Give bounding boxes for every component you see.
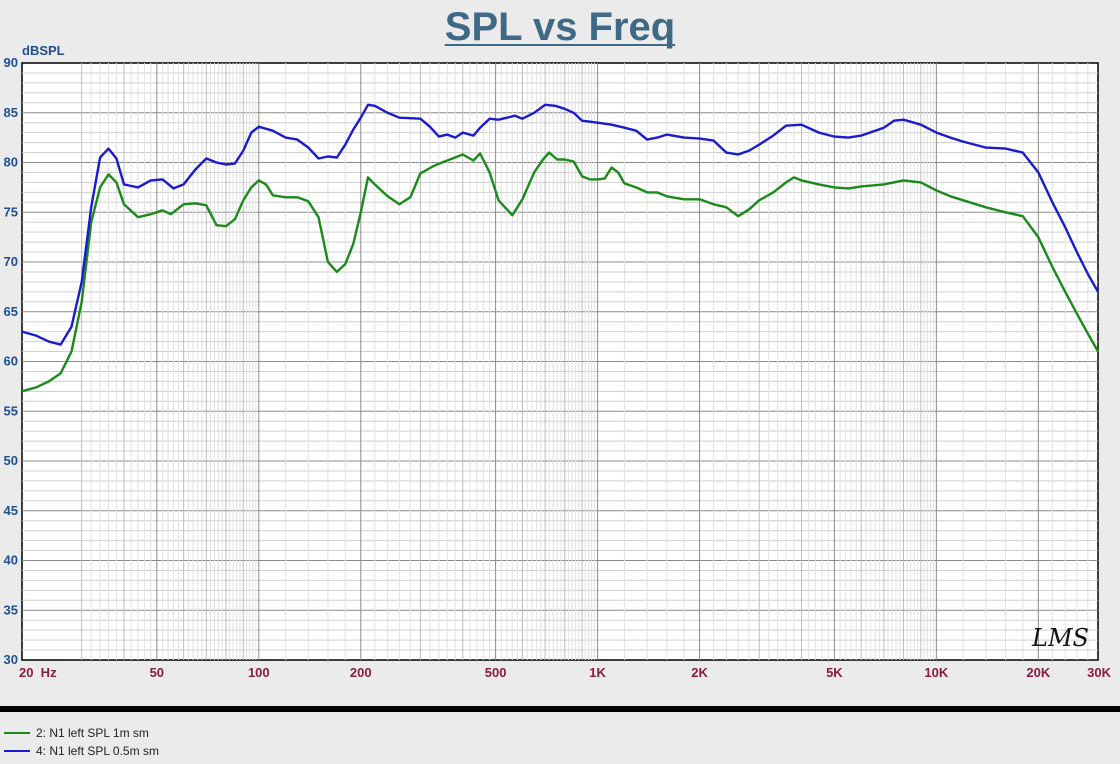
y-tick-label: 65 (4, 304, 18, 319)
x-tick-label: 5K (826, 665, 843, 680)
y-tick-label: 45 (4, 503, 18, 518)
y-tick-label: 55 (4, 403, 18, 418)
x-tick-label: 30K (1087, 665, 1111, 680)
x-tick-label: 20K (1026, 665, 1050, 680)
legend-label-series-1: 2: N1 left SPL 1m sm (36, 726, 149, 740)
series-line-2 (21, 103, 1100, 346)
legend-swatch-series-2 (4, 750, 30, 752)
series-line-1 (21, 151, 1100, 393)
y-tick-label: 70 (4, 254, 18, 269)
x-tick-label: 1K (589, 665, 606, 680)
y-tick-label: 50 (4, 453, 18, 468)
y-tick-label: 30 (4, 652, 18, 667)
chart: SPL vs Freq dBSPL 90 85 80 75 70 65 60 55 50 45 40… (0, 5, 1120, 712)
x-tick-label: 20 Hz (19, 665, 57, 680)
x-tick-label: 10K (924, 665, 948, 680)
x-tick-label: 50 (150, 665, 164, 680)
y-tick-label: 40 (4, 553, 18, 568)
y-tick-label: 35 (4, 602, 18, 617)
legend-item-series-2: 4: N1 left SPL 0.5m sm (4, 742, 159, 760)
legend: 2: N1 left SPL 1m sm 4: N1 left SPL 0.5m… (0, 724, 1120, 764)
x-tick-label: 200 (350, 665, 372, 680)
grid (22, 63, 1098, 660)
legend-label-series-2: 4: N1 left SPL 0.5m sm (36, 744, 159, 758)
y-tick-label: 60 (4, 354, 18, 369)
y-tick-label: 85 (4, 105, 18, 120)
lms-watermark: LMS (1031, 624, 1089, 652)
y-axis-label: dBSPL (22, 43, 65, 58)
chart-title: SPL vs Freq (445, 5, 675, 49)
y-tick-label: 75 (4, 204, 18, 219)
y-tick-label: 80 (4, 155, 18, 170)
series-lines (21, 103, 1100, 393)
legend-item-series-1: 2: N1 left SPL 1m sm (4, 724, 149, 742)
legend-swatch-series-1 (4, 732, 30, 734)
legend-divider (0, 706, 1120, 712)
x-tick-label: 2K (691, 665, 708, 680)
y-tick-label: 90 (4, 55, 18, 70)
x-tick-label: 500 (485, 665, 507, 680)
x-tick-label: 100 (248, 665, 270, 680)
